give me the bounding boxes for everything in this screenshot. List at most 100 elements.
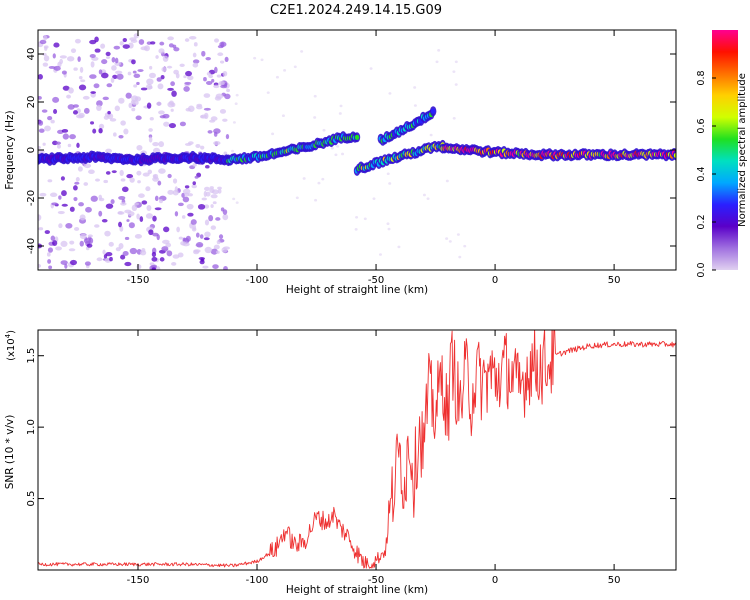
spectrogram-speckle: [114, 105, 120, 112]
spectrogram-speckle: [136, 81, 140, 86]
spectrogram-y-ticks: -40 -20 0 20 40: [26, 48, 676, 254]
spectrogram-speckle: [192, 181, 196, 186]
spectrogram-speckle: [102, 96, 109, 101]
spectrogram-speckle: [216, 239, 221, 245]
spectrogram-speckle: [205, 191, 211, 197]
spectrogram-speckle: [121, 186, 129, 193]
spectrogram-speckle: [119, 225, 124, 232]
spectrogram-speckle: [124, 261, 132, 267]
spectrogram-speckle: [116, 73, 124, 80]
spectrogram-speckle: [145, 186, 151, 192]
spectrogram-speckle: [129, 177, 135, 183]
spectrogram-speckle: [38, 120, 44, 126]
spectrogram-speckle: [161, 246, 169, 252]
spectrogram-speckle: [355, 215, 359, 219]
spectrogram-speckle: [114, 57, 119, 64]
spectrogram-speckle: [213, 244, 220, 250]
spectrogram-speckle: [115, 70, 123, 75]
spectrogram-speckle: [422, 193, 426, 197]
spectrogram-speckle: [156, 77, 162, 82]
spectrogram-speckle: [38, 150, 45, 154]
spectrogram-speckle: [321, 177, 325, 181]
spectrogram-speckle: [313, 94, 317, 98]
snr-multiplier-exp: 4: [4, 333, 12, 338]
spectrogram-speckle: [131, 107, 136, 112]
spectrogram-speckle: [138, 193, 145, 198]
spectrogram-speckle: [166, 65, 173, 69]
spectrogram-speckle: [72, 110, 78, 115]
spectrogram-speckle: [182, 196, 190, 203]
spectrogram-speckle: [118, 221, 122, 228]
spectrogram-speckle: [313, 116, 317, 119]
spectrogram-speckle: [194, 175, 199, 179]
spectrogram-speckle: [119, 41, 124, 46]
spectrogram-speckle: [445, 237, 449, 240]
spectrogram-speckle: [134, 234, 143, 239]
spectrogram-speckle: [90, 61, 95, 68]
spectrogram-speckle: [187, 212, 194, 217]
spectrogram-speckle: [281, 114, 285, 118]
spectrogram-speckle: [49, 192, 58, 198]
spectrogram-speckle: [201, 50, 206, 57]
snr-x-tick-label: -50: [368, 575, 384, 586]
spectrogram-speckle: [158, 168, 166, 174]
spectrogram-speckle: [203, 190, 207, 197]
spectrogram-speckle: [84, 261, 91, 266]
spectrogram-speckle: [105, 148, 113, 154]
spectrogram-speckle: [129, 37, 137, 41]
spectrogram-speckle: [139, 216, 144, 223]
spectrogram-speckle: [209, 186, 214, 190]
spectrogram-speckle: [216, 74, 222, 78]
spectrogram-speckle: [157, 83, 164, 90]
spectrogram-speckle: [136, 170, 142, 176]
svg-text:(x104): (x104): [4, 330, 17, 361]
spectrogram-speckle: [55, 246, 62, 251]
spectrogram-speckle: [218, 81, 225, 86]
spectrogram-speckle: [53, 65, 61, 71]
spectrogram-speckle: [295, 196, 299, 200]
spectrogram-speckle: [53, 42, 60, 48]
spectrogram-speckle: [151, 251, 157, 258]
spectrogram-speckle: [128, 222, 135, 229]
spectrogram-speckle: [217, 188, 222, 194]
spectrogram-speckle: [232, 121, 236, 124]
spectrogram-speckle: [213, 84, 220, 89]
spectrogram-speckle: [186, 203, 194, 210]
spectrogram-speckle: [147, 169, 153, 175]
spectrogram-speckle: [372, 197, 376, 200]
spectrogram-speckle: [38, 145, 41, 150]
spectrogram-speckle: [178, 202, 184, 207]
spectrogram-speckle: [215, 250, 220, 254]
spectrogram-speckle: [78, 202, 84, 207]
spectrogram-speckle: [136, 213, 140, 220]
spectrogram-speckle: [183, 75, 187, 79]
spectrogram-speckle: [55, 141, 61, 145]
spectrogram-speckle: [122, 251, 129, 257]
spectrogram-speckle: [322, 128, 326, 132]
spectrogram-speckle: [128, 102, 133, 109]
spectrogram-speckle: [445, 179, 449, 183]
spectrogram-speckle: [181, 192, 185, 198]
spectrogram-speckle: [232, 197, 236, 201]
spectrogram-trace-core: [354, 134, 360, 140]
spectrogram-speckle: [74, 181, 80, 185]
spectrogram-speckle: [174, 211, 179, 217]
spectrogram-speckle: [143, 45, 150, 52]
spectrogram-speckle: [50, 119, 55, 124]
spectrogram-speckle: [205, 164, 210, 169]
spectrogram-speckle: [195, 143, 201, 149]
spectrogram-speckle: [146, 102, 152, 109]
spectrogram-speckle: [336, 145, 340, 148]
spectrogram-speckle: [47, 115, 53, 121]
spectrogram-speckle: [57, 61, 62, 68]
spectrogram-speckle: [155, 55, 159, 59]
colorbar-tick-label: 0.2: [696, 214, 707, 229]
spectrogram-speckle: [90, 121, 95, 125]
spectrogram-speckle: [456, 233, 460, 236]
spectrogram-speckle: [158, 110, 165, 115]
spectrogram-speckle: [89, 54, 96, 59]
spectrogram-speckle: [154, 195, 159, 202]
snr-y-tick-label: 1.0: [26, 419, 37, 435]
spectrogram-speckle: [42, 62, 49, 67]
spectrogram-speckle: [211, 78, 215, 83]
